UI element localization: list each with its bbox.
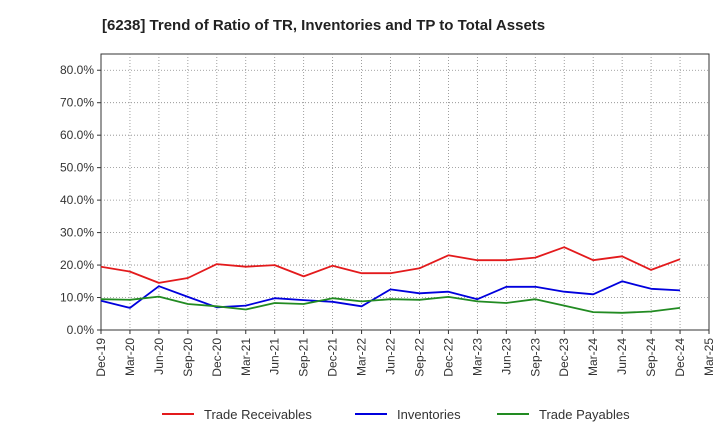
x-tick-label: Dec-21 (326, 338, 340, 377)
x-tick-label: Sep-24 (644, 338, 658, 377)
y-tick-label: 30.0% (60, 226, 94, 240)
x-tick-label: Dec-24 (673, 338, 687, 377)
x-axis: Dec-19 Mar-20 Jun-20 Sep-20 Dec-20 Mar-21 Jun-… (94, 330, 716, 377)
y-tick-label: 80.0% (60, 63, 94, 77)
x-tick-label: Sep-21 (297, 338, 311, 377)
x-tick-label: Mar-21 (239, 338, 253, 376)
x-tick-label: Jun-21 (268, 338, 282, 375)
x-tick-label: Dec-22 (441, 338, 455, 377)
x-tick-label: Mar-25 (702, 338, 716, 376)
legend-label: Trade Receivables (204, 407, 312, 422)
series-line-inventories (100, 280, 681, 309)
legend-label: Trade Payables (539, 407, 630, 422)
y-tick-label: 10.0% (60, 291, 94, 305)
series-layer (100, 246, 681, 314)
x-tick-label: Jun-20 (152, 338, 166, 375)
x-tick-label: Sep-20 (181, 338, 195, 377)
x-tick-label: Dec-20 (210, 338, 224, 377)
x-tick-label: Mar-22 (355, 338, 369, 376)
y-tick-label: 60.0% (60, 128, 94, 142)
x-tick-label: Sep-23 (528, 338, 542, 377)
y-tick-label: 50.0% (60, 161, 94, 175)
x-tick-label: Mar-23 (470, 338, 484, 376)
x-tick-label: Jun-24 (615, 338, 629, 375)
x-tick-label: Dec-19 (94, 338, 108, 377)
legend-label: Inventories (397, 407, 461, 422)
y-tick-label: 40.0% (60, 193, 94, 207)
x-tick-label: Jun-22 (384, 338, 398, 375)
plot-area (100, 53, 710, 331)
y-tick-label: 70.0% (60, 96, 94, 110)
x-tick-label: Mar-20 (123, 338, 137, 376)
x-tick-label: Sep-22 (412, 338, 426, 377)
x-tick-label: Dec-23 (557, 338, 571, 377)
chart-title: [6238] Trend of Ratio of TR, Inventories… (102, 17, 545, 34)
y-axis: 0.0% 10.0% 20.0% 30.0% 40.0% 50.0% 60.0% 70.0% 8… (60, 63, 101, 337)
series-line-trade-payables (100, 295, 681, 314)
grid (101, 54, 709, 330)
y-tick-label: 0.0% (67, 323, 95, 337)
x-tick-label: Jun-23 (499, 338, 513, 375)
y-tick-label: 20.0% (60, 258, 94, 272)
x-tick-label: Mar-24 (586, 338, 600, 376)
legend: Trade Receivables Inventories Trade Payabl… (162, 407, 630, 422)
series-line-trade-receivables (100, 246, 681, 284)
